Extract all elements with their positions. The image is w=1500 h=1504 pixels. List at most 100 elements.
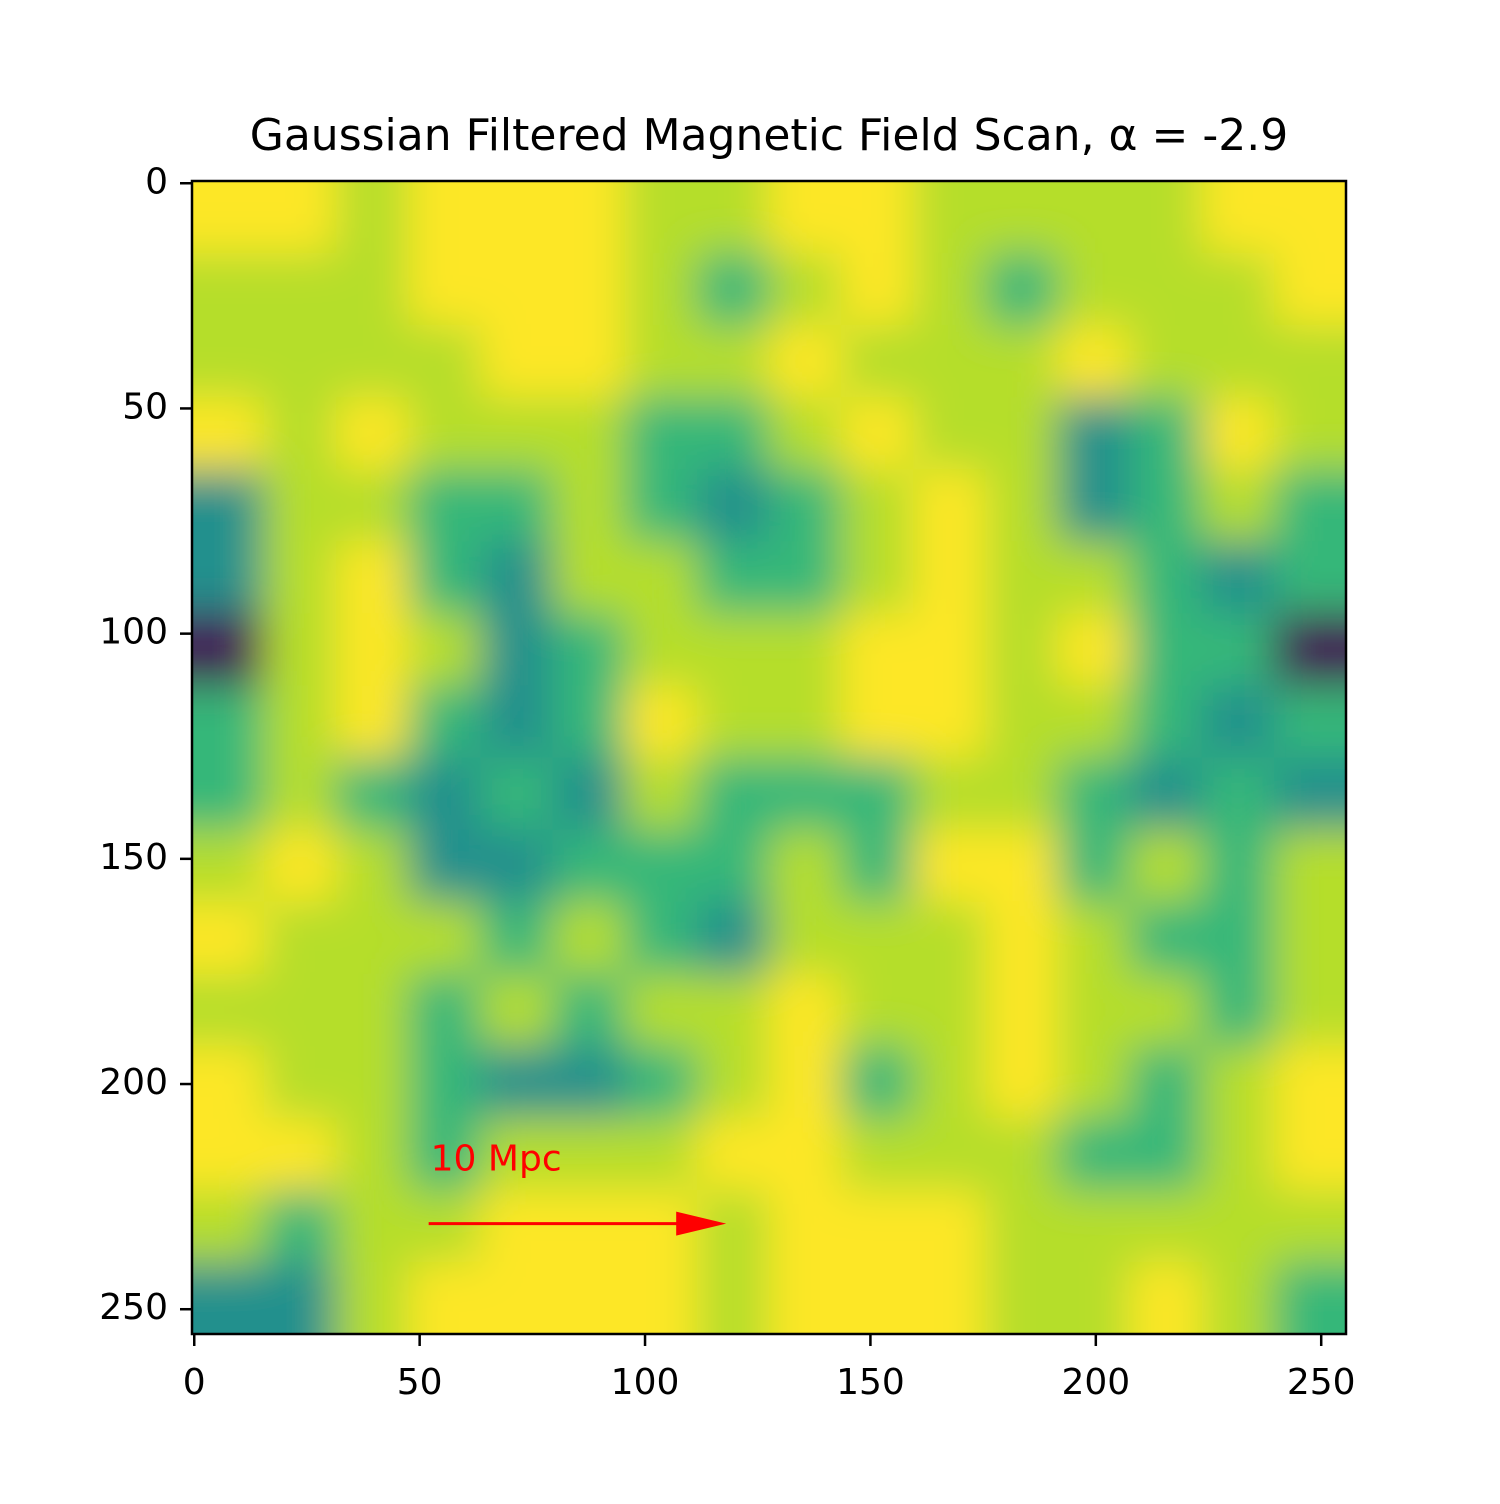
field-cell (624, 685, 698, 758)
field-cell (336, 685, 409, 758)
field-cell (624, 325, 698, 398)
field-cell (408, 901, 481, 975)
field-cell (1057, 325, 1131, 398)
field-cell (336, 829, 409, 903)
field-cell (192, 685, 265, 758)
field-cell (841, 973, 914, 1047)
y-tick-label: 100 (99, 612, 168, 653)
field-cell (1201, 613, 1275, 686)
field-cell (408, 181, 481, 254)
field-cell (264, 541, 337, 614)
field-cell (264, 613, 337, 686)
field-cell (552, 253, 626, 326)
field-cell (841, 1189, 914, 1263)
field-cell (408, 1117, 481, 1191)
field-cell (192, 181, 265, 254)
scale-arrow-head (676, 1211, 727, 1236)
field-cell (1201, 685, 1275, 758)
field-cell (1273, 469, 1346, 542)
field-cell (480, 757, 554, 831)
field-cell (552, 613, 626, 686)
field-cell (264, 1189, 337, 1263)
field-cell (769, 469, 842, 542)
field-cell (408, 253, 481, 326)
field-cell (769, 685, 842, 758)
field-cell (336, 469, 409, 542)
field (192, 181, 1346, 1334)
image-area (192, 181, 1346, 1334)
field-cell (264, 397, 337, 470)
field-cell (985, 613, 1058, 686)
field-cell (1057, 901, 1131, 975)
field-cell (1057, 253, 1131, 326)
field-cell (1201, 1261, 1275, 1334)
field-cell (552, 757, 626, 831)
field-cell (264, 829, 337, 903)
field-cell (408, 757, 481, 831)
field-cell (1129, 1261, 1203, 1334)
field-cell (985, 685, 1058, 758)
field-cell (1129, 829, 1203, 903)
field-cell (192, 613, 265, 686)
field-cell (1273, 1117, 1346, 1191)
field-cell (985, 181, 1058, 254)
field-cell (1201, 253, 1275, 326)
y-tick-label: 0 (145, 161, 168, 202)
field-cell (913, 1261, 986, 1334)
field-cell (1201, 829, 1275, 903)
field-cell (552, 973, 626, 1047)
field-cell (985, 325, 1058, 398)
field-cell (480, 1117, 554, 1191)
field-cell (480, 973, 554, 1047)
field-cell (408, 973, 481, 1047)
field-cell (336, 1045, 409, 1119)
field-cell (841, 469, 914, 542)
field-cell (552, 181, 626, 254)
field-cell (1129, 469, 1203, 542)
field-cell (1129, 181, 1203, 254)
field-cell (552, 901, 626, 975)
field-cell (264, 685, 337, 758)
field-cell (913, 469, 986, 542)
field-cell (1129, 253, 1203, 326)
field-cell (913, 181, 986, 254)
field-cell (1129, 397, 1203, 470)
field-cell (624, 181, 698, 254)
field-cell (336, 1117, 409, 1191)
field-cell (841, 541, 914, 614)
field-cell (1057, 181, 1131, 254)
field-cell (841, 1261, 914, 1334)
field-cell (624, 901, 698, 975)
field-cell (480, 1189, 554, 1263)
field-cell (624, 253, 698, 326)
field-cell (1057, 1261, 1131, 1334)
field-cell (192, 1261, 265, 1334)
field-cell (264, 1117, 337, 1191)
field-cell (1129, 325, 1203, 398)
field-cell (1273, 253, 1346, 326)
field-cell (408, 541, 481, 614)
field-cell (552, 829, 626, 903)
field-cell (480, 541, 554, 614)
field-cell (1057, 685, 1131, 758)
field-cell (913, 1189, 986, 1263)
field-cell (769, 973, 842, 1047)
field-cell (336, 901, 409, 975)
field-cell (696, 1045, 770, 1119)
field-cell (192, 1045, 265, 1119)
field-cell (985, 541, 1058, 614)
field-cell (985, 973, 1058, 1047)
field-cell (841, 613, 914, 686)
field-cell (552, 685, 626, 758)
field-cell (1057, 757, 1131, 831)
field-cell (192, 397, 265, 470)
field-cell (913, 901, 986, 975)
field-cell (624, 541, 698, 614)
field-cell (769, 181, 842, 254)
field-cell (552, 1261, 626, 1334)
field-cell (1201, 973, 1275, 1047)
field-cell (552, 397, 626, 470)
x-tick-label: 100 (611, 1362, 680, 1403)
field-cell (769, 325, 842, 398)
